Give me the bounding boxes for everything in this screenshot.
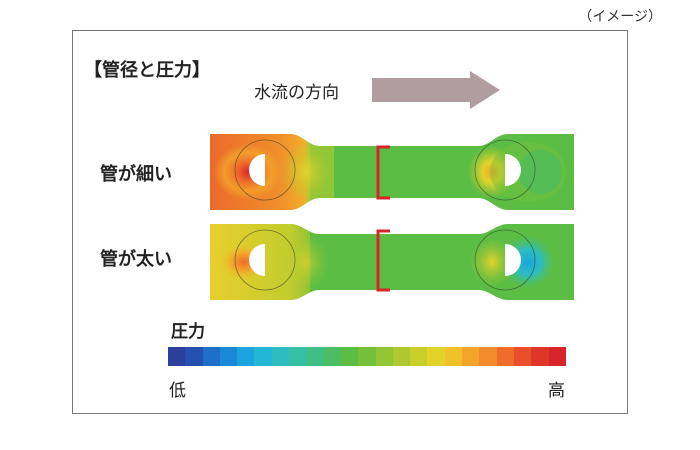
legend-color-cell	[358, 347, 376, 366]
legend-low-label: 低	[169, 381, 186, 401]
legend-color-cell	[237, 347, 255, 366]
legend-color-cell	[548, 347, 566, 366]
legend-color-cell	[462, 347, 480, 366]
figure-frame	[72, 30, 628, 414]
legend-color-cell	[202, 347, 220, 366]
legend-color-cell	[219, 347, 238, 366]
flow-direction-label: 水流の方向	[254, 83, 339, 103]
legend-high-label: 高	[548, 381, 565, 401]
legend-color-cell	[323, 347, 341, 366]
legend-color-cell	[254, 347, 272, 366]
narrow-pipe-pressure-map	[210, 134, 574, 210]
legend-color-cell	[185, 347, 203, 366]
flow-arrow-icon	[372, 71, 500, 109]
legend-color-cell	[392, 347, 411, 366]
pressure-color-scale	[168, 347, 566, 366]
legend-color-cell	[479, 347, 497, 366]
legend-color-cell	[289, 347, 307, 366]
legend-color-cell	[306, 347, 324, 366]
legend-color-cell	[168, 347, 186, 366]
legend-color-cell	[271, 347, 290, 366]
legend-color-cell	[513, 347, 532, 366]
legend-color-cell	[375, 347, 393, 366]
legend-color-cell	[427, 347, 445, 366]
legend-color-cell	[410, 347, 428, 366]
row-label-narrow-pipe: 管が細い	[100, 164, 172, 185]
legend-color-cell	[340, 347, 359, 366]
legend-title: 圧力	[171, 322, 205, 342]
image-note: （イメージ）	[578, 9, 662, 25]
legend-color-cell	[496, 347, 514, 366]
figure-heading: 【管径と圧力】	[84, 60, 210, 81]
legend-color-cell	[531, 347, 549, 366]
thick-pipe-pressure-map	[210, 224, 574, 300]
legend-color-cell	[444, 347, 463, 366]
row-label-thick-pipe: 管が太い	[100, 249, 172, 270]
